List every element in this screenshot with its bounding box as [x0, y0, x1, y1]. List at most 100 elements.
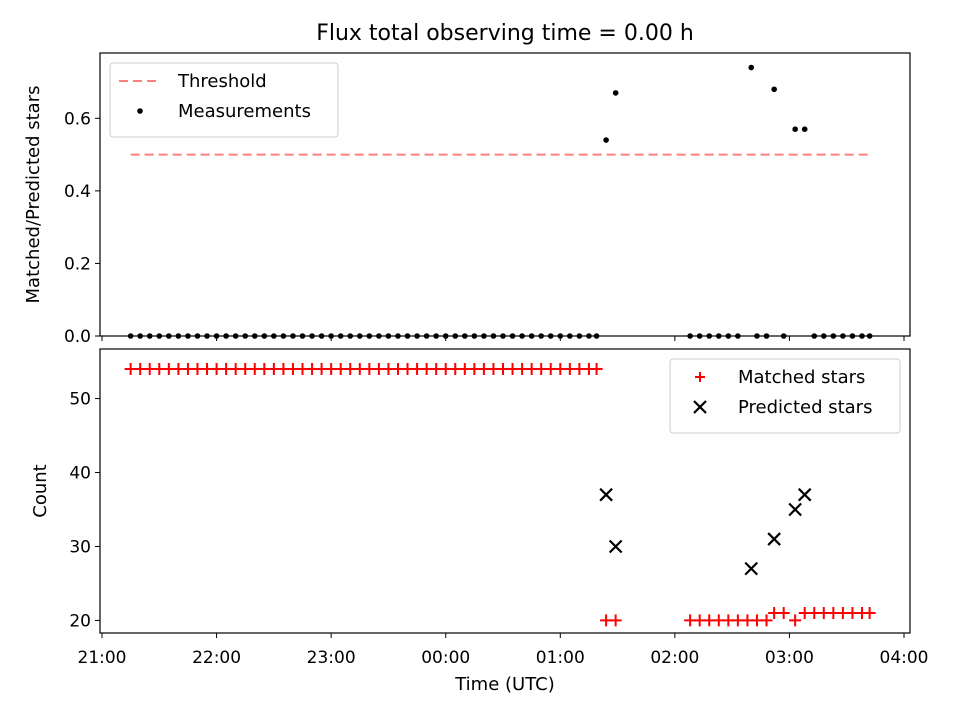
data-point	[528, 333, 535, 339]
data-point	[715, 333, 722, 339]
data-point	[137, 333, 143, 339]
figure-title: Flux total observing time = 0.00 h	[316, 21, 694, 46]
y-tick-label: 0.2	[64, 254, 91, 274]
data-point	[780, 333, 787, 339]
data-point	[777, 607, 790, 620]
data-point	[696, 333, 703, 339]
series-predicted-stars	[599, 487, 812, 576]
y-tick-label: 30	[69, 537, 91, 557]
series-matched-stars	[124, 362, 876, 627]
data-point	[137, 108, 143, 114]
data-point	[213, 333, 220, 339]
data-point	[175, 333, 182, 339]
data-point	[261, 333, 268, 339]
data-point	[687, 333, 693, 339]
data-point	[801, 126, 808, 132]
data-point	[280, 333, 287, 339]
y-axis-label: Matched/Predicted stars	[23, 86, 44, 304]
data-point	[509, 333, 516, 339]
data-point	[576, 333, 583, 339]
data-point	[500, 333, 506, 339]
y-tick-label: 0.6	[64, 109, 91, 129]
data-point	[866, 333, 873, 339]
plot-frame	[99, 348, 911, 634]
legend-box	[109, 62, 339, 138]
data-point	[299, 333, 306, 339]
data-point	[590, 362, 603, 375]
data-point	[811, 333, 818, 339]
legend-item: Threshold	[119, 71, 267, 92]
data-point	[404, 333, 411, 339]
data-point	[194, 333, 201, 339]
x-tick-label: 21:00	[78, 648, 127, 668]
data-point	[609, 614, 622, 627]
data-point	[612, 90, 619, 96]
y-tick-label: 0.4	[64, 182, 91, 202]
legend: Threshold Measurements	[109, 62, 339, 138]
data-point	[433, 333, 439, 339]
legend-item: Measurements	[137, 101, 311, 122]
data-point	[223, 333, 229, 339]
data-point	[593, 333, 600, 339]
data-point	[462, 333, 468, 339]
legend-label: Threshold	[177, 71, 267, 92]
y-tick-label: 50	[69, 390, 91, 410]
data-point	[599, 487, 613, 502]
legend-label: Matched stars	[738, 367, 865, 388]
x-tick-label: 03:00	[765, 648, 814, 668]
data-point	[376, 333, 382, 339]
data-point	[185, 333, 191, 339]
data-point	[763, 333, 770, 339]
legend-item: Predicted stars	[693, 397, 872, 418]
x-tick-label: 00:00	[421, 648, 470, 668]
data-point	[204, 333, 210, 339]
data-point	[760, 614, 773, 627]
data-point	[767, 532, 781, 546]
data-point	[414, 333, 420, 339]
y-axis-label: Count	[30, 464, 51, 517]
data-point	[863, 607, 876, 620]
legend: Matched stars Predicted stars	[669, 358, 901, 434]
data-point	[797, 487, 812, 502]
y-tick-label: 40	[69, 464, 91, 484]
y-tick-label: 0.0	[64, 327, 91, 347]
series-measurements	[127, 64, 873, 339]
data-point	[849, 333, 856, 339]
x-tick-label: 01:00	[536, 648, 585, 668]
data-point	[608, 539, 623, 554]
data-point	[693, 400, 707, 414]
data-point	[146, 333, 153, 339]
data-point	[242, 333, 249, 339]
data-point	[423, 333, 430, 339]
x-tick-label: 04:00	[880, 648, 929, 668]
data-point	[271, 333, 277, 339]
data-point	[519, 333, 525, 339]
data-point	[309, 333, 315, 339]
data-point	[442, 333, 449, 339]
legend-label: Predicted stars	[738, 397, 872, 418]
data-point	[395, 333, 401, 339]
data-point	[789, 614, 802, 627]
data-point	[586, 333, 592, 339]
data-point	[706, 333, 713, 339]
data-point	[356, 333, 363, 339]
data-point	[748, 64, 755, 71]
data-point	[744, 561, 759, 576]
legend-label: Measurements	[178, 101, 311, 122]
data-point	[771, 86, 777, 93]
x-tick-label: 23:00	[307, 648, 356, 668]
y-tick-label: 20	[69, 611, 91, 631]
data-point	[385, 333, 392, 339]
data-point	[166, 333, 172, 339]
data-point	[788, 502, 802, 517]
data-point	[821, 333, 827, 339]
data-point	[347, 333, 354, 339]
bottom-panel: 20 30 40 50 21:00 22:00 23:00 00:00 01:00 02:00 03…	[30, 348, 929, 668]
data-point	[538, 333, 544, 339]
data-point	[290, 333, 296, 339]
data-point	[251, 333, 258, 339]
data-point	[366, 333, 373, 339]
data-point	[156, 333, 163, 339]
data-point	[337, 333, 344, 339]
